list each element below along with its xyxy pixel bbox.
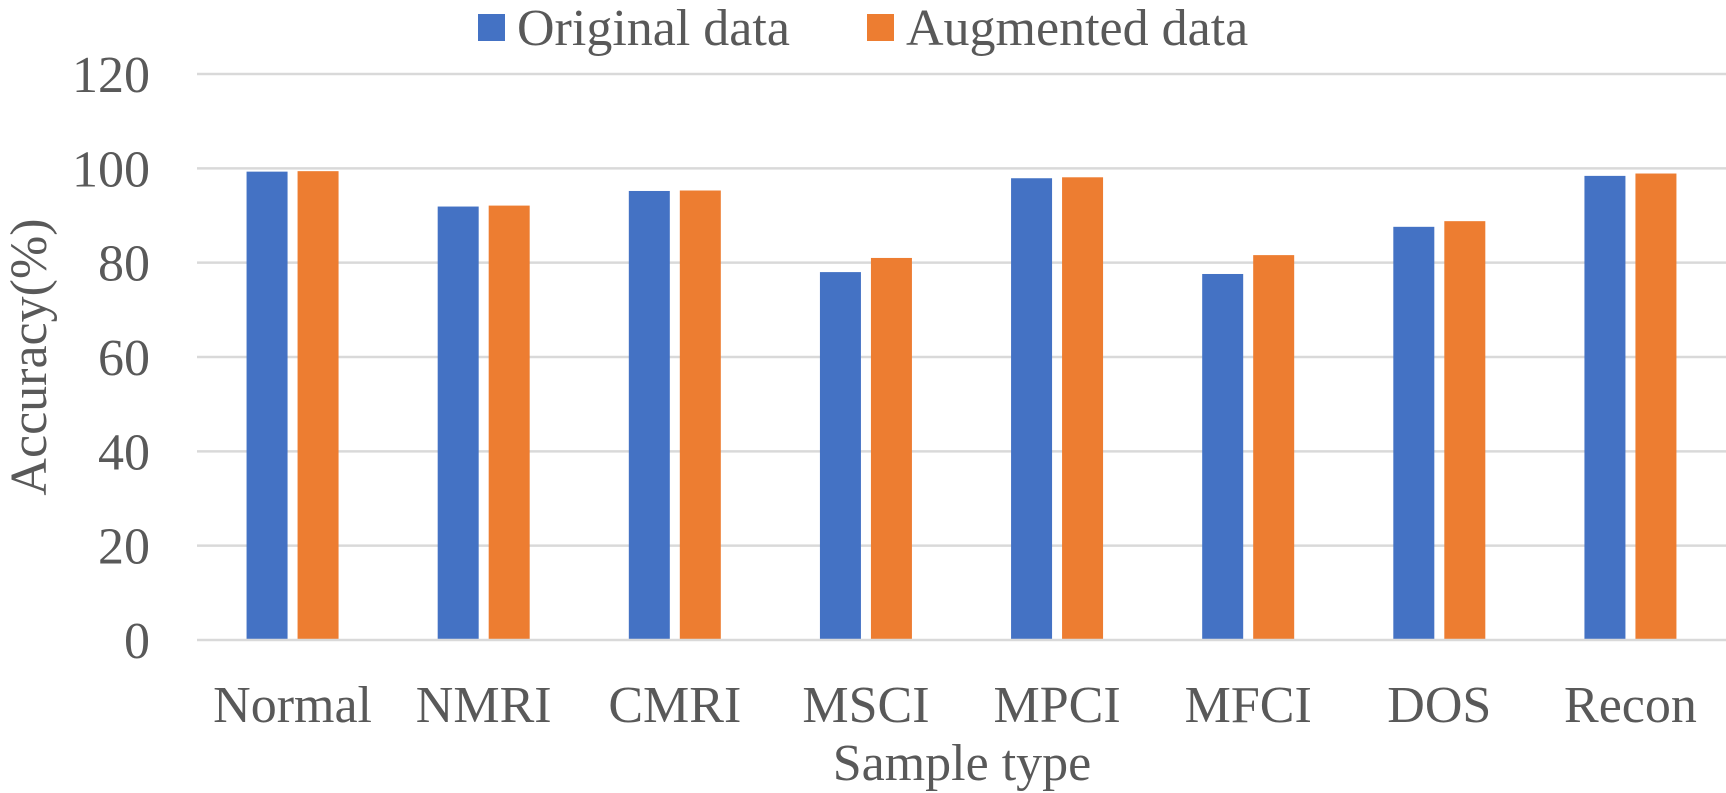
bar-augmented-mpci bbox=[1062, 177, 1104, 641]
y-axis-title: Accuracy(%) bbox=[1, 218, 58, 495]
bar-augmented-mfci bbox=[1253, 255, 1295, 640]
x-category-label: CMRI bbox=[608, 677, 741, 734]
y-tick-label: 20 bbox=[98, 519, 150, 576]
x-category-label: Normal bbox=[213, 677, 372, 734]
bar-original-normal bbox=[246, 171, 288, 640]
bar-original-msci bbox=[819, 272, 861, 640]
bar-original-cmri bbox=[628, 190, 670, 640]
bar-augmented-cmri bbox=[679, 190, 721, 641]
y-axis-ticks: 0 20 40 60 80 100 120 bbox=[72, 47, 150, 670]
bar-augmented-normal bbox=[297, 171, 339, 640]
bar-original-dos bbox=[1393, 226, 1435, 640]
x-category-label: MFCI bbox=[1185, 677, 1312, 734]
bar-original-recon bbox=[1584, 175, 1626, 640]
y-tick-label: 100 bbox=[72, 141, 150, 198]
legend-swatch-augmented bbox=[867, 14, 894, 41]
x-axis-title: Sample type bbox=[833, 735, 1092, 792]
bar-augmented-dos bbox=[1444, 221, 1486, 640]
gridlines bbox=[197, 72, 1726, 547]
y-tick-label: 60 bbox=[98, 330, 150, 387]
bar-original-mpci bbox=[1011, 178, 1053, 640]
legend: Original data Augmented data bbox=[478, 0, 1248, 57]
bar-augmented-msci bbox=[870, 257, 912, 640]
legend-swatch-original bbox=[478, 14, 505, 41]
y-tick-label: 120 bbox=[72, 47, 150, 104]
bar-original-nmri bbox=[437, 206, 479, 640]
bars bbox=[246, 171, 1677, 641]
bar-augmented-nmri bbox=[488, 205, 530, 640]
x-category-label: MSCI bbox=[802, 677, 929, 734]
y-tick-label: 0 bbox=[124, 613, 150, 670]
legend-label-augmented: Augmented data bbox=[906, 0, 1248, 57]
y-tick-label: 80 bbox=[98, 236, 150, 293]
x-category-label: MPCI bbox=[993, 677, 1120, 734]
x-category-label: Recon bbox=[1564, 677, 1697, 734]
x-category-label: NMRI bbox=[416, 677, 552, 734]
y-tick-label: 40 bbox=[98, 424, 150, 481]
bar-original-mfci bbox=[1202, 273, 1244, 640]
x-category-label: DOS bbox=[1387, 677, 1491, 734]
legend-label-original: Original data bbox=[517, 0, 790, 57]
x-axis-categories: Normal NMRI CMRI MSCI MPCI MFCI DOS Recon bbox=[213, 677, 1697, 734]
bar-augmented-recon bbox=[1635, 173, 1677, 640]
